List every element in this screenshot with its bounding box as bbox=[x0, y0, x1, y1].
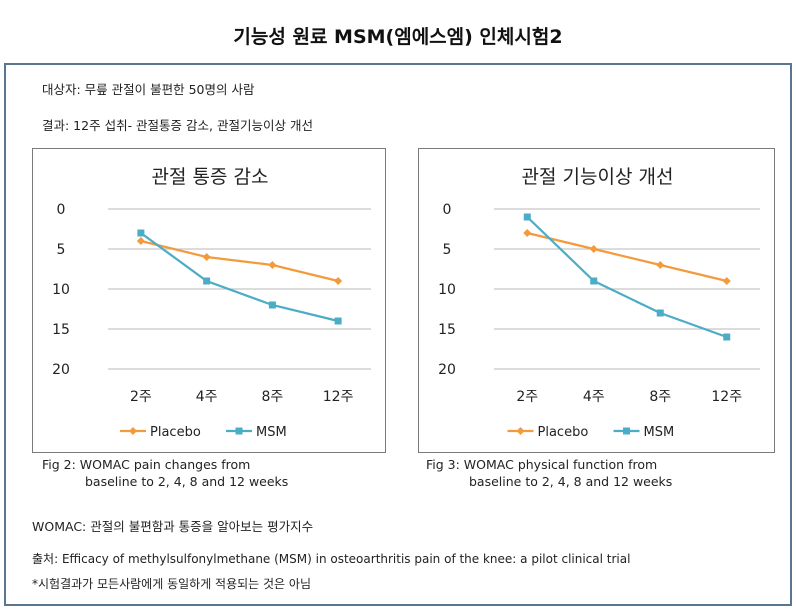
chart-title: 관절 기능이상 개선 bbox=[522, 166, 674, 188]
data-point-msm bbox=[268, 301, 276, 309]
womac-definition: WOMAC: 관절의 불편함과 통증을 알아보는 평가지수 bbox=[32, 519, 314, 534]
x-tick-label: 2주 bbox=[516, 389, 538, 405]
y-tick-label: 10 bbox=[52, 282, 70, 298]
data-point-placebo bbox=[268, 261, 277, 269]
y-tick-label: 15 bbox=[52, 322, 70, 338]
source-citation: 출처: Efficacy of methylsulfonylmethane (M… bbox=[32, 552, 631, 566]
chart-title: 관절 통증 감소 bbox=[152, 166, 269, 188]
data-point-placebo bbox=[202, 253, 211, 261]
disclaimer: *시험결과가 모든사람에게 동일하게 적용되는 것은 아님 bbox=[32, 577, 311, 591]
series-line-msm bbox=[526, 216, 728, 339]
chart-function-svg: 관절 기능이상 개선 0 5 10 15 20 2주 4주 8주 12주 Placebo MSM bbox=[438, 166, 760, 440]
page-title: 기능성 원료 MSM(엠에스엠) 인체시험2 bbox=[233, 26, 563, 48]
legend-label-msm: MSM bbox=[644, 425, 675, 440]
series-line-placebo bbox=[140, 239, 339, 283]
data-point-msm bbox=[334, 317, 342, 325]
study-subjects: 대상자: 무릎 관절이 불편한 50명의 사람 bbox=[42, 82, 255, 97]
caption-fig3: Fig 3: WOMAC physical function from base… bbox=[426, 456, 672, 490]
chart-function: 관절 기능이상 개선 0 5 10 15 20 2주 4주 8주 12주 Placebo MSM bbox=[418, 148, 775, 453]
caption-fig2-line2: baseline to 2, 4, 8 and 12 weeks bbox=[85, 474, 289, 489]
legend-marker-placebo bbox=[129, 427, 137, 435]
study-results: 결과: 12주 섭취- 관절통증 감소, 관절기능이상 개선 bbox=[42, 118, 313, 133]
x-tick-label: 8주 bbox=[261, 389, 283, 405]
x-tick-label: 2주 bbox=[130, 389, 152, 405]
caption-fig2-line1: Fig 2: WOMAC pain changes from bbox=[42, 457, 251, 472]
caption-fig3-line2: baseline to 2, 4, 8 and 12 weeks bbox=[469, 474, 673, 489]
data-point-msm bbox=[590, 277, 598, 285]
y-tick-label: 0 bbox=[443, 202, 452, 218]
data-point-placebo bbox=[656, 261, 665, 269]
legend-label-msm: MSM bbox=[256, 425, 287, 440]
x-tick-label: 8주 bbox=[649, 389, 671, 405]
y-tick-label: 20 bbox=[438, 362, 456, 378]
data-point-msm bbox=[723, 333, 731, 341]
series-line-msm bbox=[140, 232, 339, 323]
y-tick-label: 20 bbox=[52, 362, 70, 378]
y-tick-label: 15 bbox=[438, 322, 456, 338]
data-point-msm bbox=[203, 277, 211, 285]
data-point-placebo bbox=[334, 277, 343, 285]
legend-marker-placebo bbox=[516, 427, 525, 435]
data-point-msm bbox=[523, 213, 531, 221]
chart-pain: 관절 통증 감소 0 5 10 15 20 2주 4주 8주 12주 Placebo MSM bbox=[32, 148, 386, 453]
chart-pain-svg: 관절 통증 감소 0 5 10 15 20 2주 4주 8주 12주 Placebo MSM bbox=[52, 166, 371, 440]
data-point-placebo bbox=[136, 237, 145, 245]
data-point-placebo bbox=[589, 245, 598, 253]
x-tick-label: 4주 bbox=[196, 389, 218, 405]
series-line-placebo bbox=[526, 231, 728, 283]
x-tick-label: 4주 bbox=[583, 389, 605, 405]
y-tick-label: 5 bbox=[57, 242, 66, 258]
data-point-placebo bbox=[722, 277, 731, 285]
y-tick-label: 10 bbox=[438, 282, 456, 298]
legend-label-placebo: Placebo bbox=[150, 425, 201, 440]
data-point-msm bbox=[137, 229, 145, 237]
data-point-placebo bbox=[523, 229, 532, 237]
legend-marker-msm bbox=[623, 427, 630, 435]
legend-marker-msm bbox=[235, 427, 243, 435]
x-tick-label: 12주 bbox=[711, 389, 742, 405]
caption-fig2: Fig 2: WOMAC pain changes from baseline … bbox=[42, 456, 288, 490]
y-tick-label: 5 bbox=[443, 242, 452, 258]
data-point-msm bbox=[656, 309, 664, 317]
caption-fig3-line1: Fig 3: WOMAC physical function from bbox=[426, 457, 658, 472]
x-tick-label: 12주 bbox=[323, 389, 354, 405]
legend-label-placebo: Placebo bbox=[538, 425, 589, 440]
y-tick-label: 0 bbox=[57, 202, 66, 218]
